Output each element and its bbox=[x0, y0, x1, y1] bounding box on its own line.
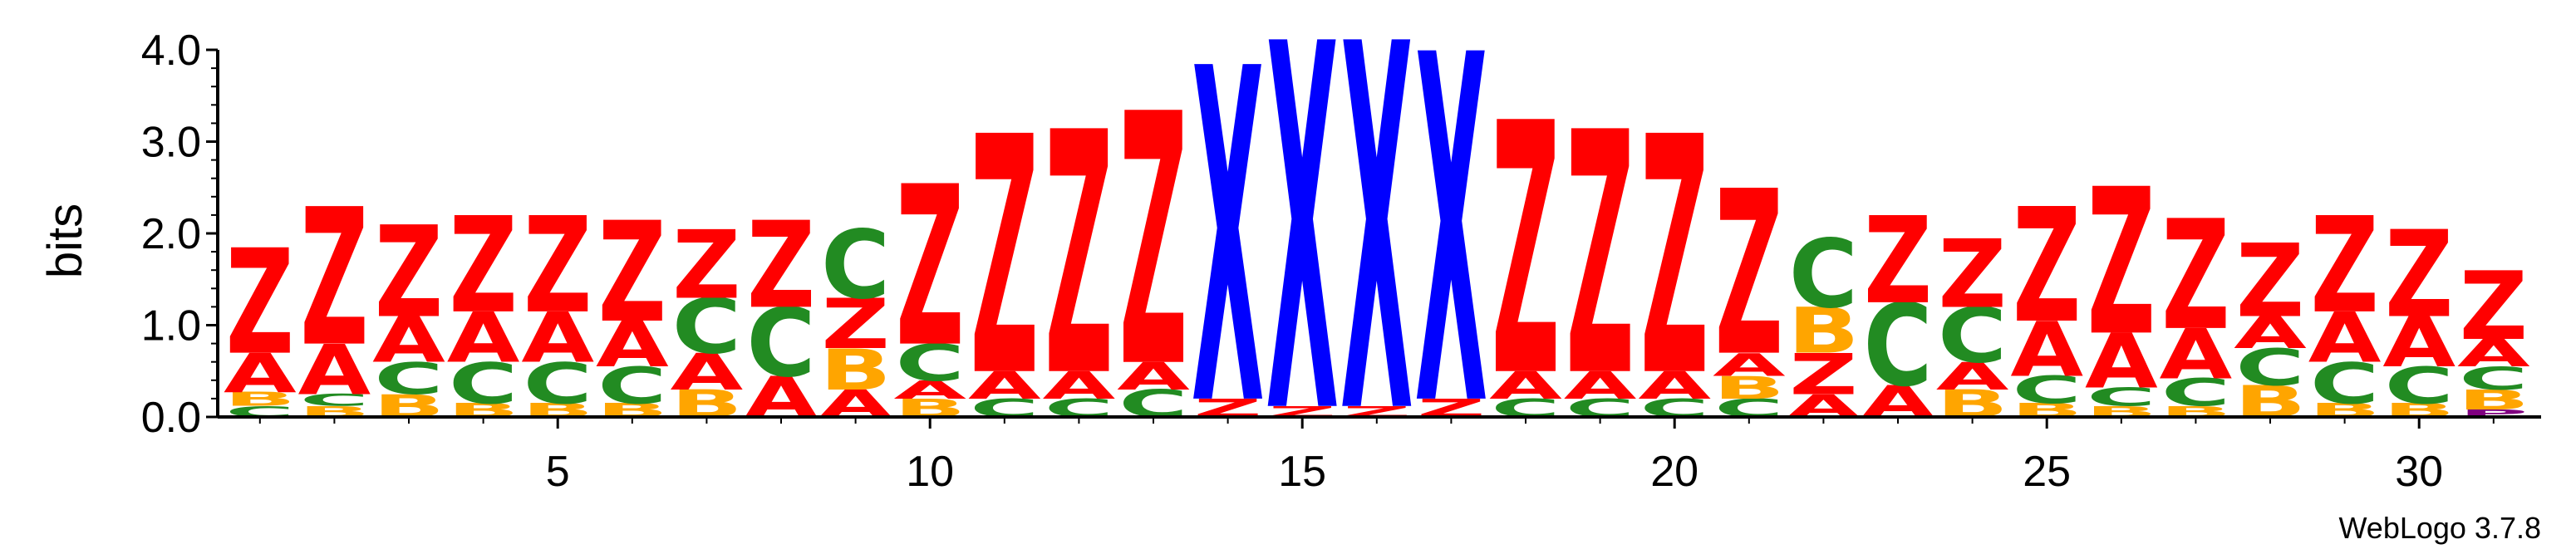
logo-letter: A bbox=[2382, 303, 2456, 383]
logo-letter: C bbox=[2310, 351, 2379, 417]
logo-letter: C bbox=[2385, 357, 2454, 415]
logo-letter: C bbox=[1789, 219, 1858, 329]
x-tick-label: 15 bbox=[1278, 448, 1326, 496]
logo-letter: Z bbox=[2087, 146, 2156, 380]
logo-letter: Z bbox=[375, 199, 443, 346]
logo-letter: Z bbox=[1715, 144, 1783, 407]
logo-letter: A bbox=[2010, 306, 2083, 394]
logo-letter: Z bbox=[524, 189, 592, 343]
logo-letter: B bbox=[1713, 370, 1785, 406]
logo-letter: Z bbox=[450, 189, 518, 343]
logo-letter: Z bbox=[1045, 61, 1113, 450]
x-tick-label: 25 bbox=[2023, 448, 2071, 496]
logo-letter: C bbox=[2459, 360, 2528, 397]
logo-letter: Z bbox=[2013, 174, 2081, 358]
logo-letter: Z bbox=[896, 140, 964, 396]
logo-letter: Z bbox=[1119, 42, 1187, 444]
logo-letter: A bbox=[1117, 355, 1190, 399]
logo-letter: B bbox=[2458, 384, 2529, 416]
logo-letter: Z bbox=[300, 169, 368, 389]
logo-letter: Z bbox=[2161, 188, 2229, 364]
logo-letter: Z bbox=[2236, 223, 2304, 340]
logo-letter: A bbox=[893, 375, 966, 404]
logo-letter: C bbox=[2013, 369, 2082, 413]
logo-letter: Z bbox=[2460, 252, 2528, 361]
logo-letter-stacks: CBAZBCAZBCAZBCAZBCAZBCAZBACZACZABZCBACZC… bbox=[224, 0, 2530, 525]
x-tick-label: 10 bbox=[906, 448, 954, 496]
logo-letter: C bbox=[2235, 339, 2304, 397]
logo-letter: A bbox=[1489, 364, 1562, 408]
logo-letter: C bbox=[746, 288, 815, 398]
logo-letter: Z bbox=[1939, 219, 2007, 329]
logo-letter: B bbox=[224, 389, 296, 410]
logo-letter: Z bbox=[1566, 61, 1635, 450]
logo-letter: C bbox=[300, 391, 369, 410]
logo-letter: Z bbox=[971, 69, 1039, 449]
y-axis: 0.0 1.0 2.0 3.0 4.0 bbox=[141, 27, 219, 442]
logo-letter: Z bbox=[226, 218, 294, 387]
logo-letter: A bbox=[968, 364, 1041, 408]
logo-letter: C bbox=[821, 210, 890, 320]
logo-letter: A bbox=[1043, 364, 1116, 408]
logo-letter: C bbox=[597, 357, 666, 415]
logo-letter: A bbox=[298, 331, 371, 410]
y-tick-label: 4.0 bbox=[141, 27, 201, 75]
logo-letter: A bbox=[224, 342, 297, 405]
logo-letter: Z bbox=[2311, 189, 2379, 343]
logo-letter: A bbox=[1638, 364, 1711, 408]
logo-letter: C bbox=[2161, 371, 2230, 415]
logo-letter: Z bbox=[598, 193, 666, 354]
logo-letter: C bbox=[374, 353, 443, 404]
logo-letter: C bbox=[672, 284, 741, 371]
logo-letter: A bbox=[521, 299, 594, 379]
logo-letter: Z bbox=[747, 196, 815, 336]
logo-letter: Z bbox=[2385, 205, 2453, 345]
footer-credit: WebLogo 3.7.8 bbox=[2338, 511, 2541, 545]
logo-letter: B bbox=[1787, 295, 1859, 368]
logo-letter: Z bbox=[1789, 342, 1857, 408]
logo-letter: C bbox=[896, 334, 965, 392]
x-tick-label: 5 bbox=[546, 448, 570, 496]
y-tick-label: 3.0 bbox=[141, 119, 201, 167]
logo-letter: A bbox=[1564, 364, 1637, 408]
logo-letter: A bbox=[2308, 299, 2382, 379]
logo-letter: A bbox=[372, 304, 445, 377]
logo-letter: A bbox=[2160, 315, 2233, 395]
y-tick-label: 0.0 bbox=[141, 394, 201, 442]
logo-letter: C bbox=[2087, 383, 2156, 412]
logo-letter: X bbox=[1340, 0, 1413, 525]
x-tick-label: 20 bbox=[1650, 448, 1698, 496]
logo-letter: X bbox=[1266, 0, 1339, 525]
logo-letter: Z bbox=[1640, 69, 1708, 449]
logo-letter: C bbox=[1938, 293, 2007, 380]
y-tick-label: 2.0 bbox=[141, 210, 201, 258]
logo-letter: X bbox=[1415, 0, 1487, 512]
x-axis: 5 10 15 20 25 30 bbox=[218, 415, 2541, 496]
logo-letter: Z bbox=[1864, 192, 1932, 331]
y-tick-label: 1.0 bbox=[141, 302, 201, 351]
logo-letter: A bbox=[2234, 307, 2307, 359]
logo-letter: Z bbox=[822, 285, 890, 365]
logo-letter: B bbox=[819, 337, 891, 403]
logo-letter: C bbox=[449, 351, 518, 417]
x-tick-label: 30 bbox=[2395, 448, 2443, 496]
y-axis-label: bits bbox=[38, 203, 92, 278]
logo-letter: A bbox=[2085, 319, 2158, 406]
logo-letter: C bbox=[1863, 280, 1932, 412]
logo-letter: A bbox=[671, 344, 744, 402]
logo-letter: A bbox=[1936, 355, 2009, 399]
logo-letter: Z bbox=[672, 210, 740, 320]
logo-letter: A bbox=[1713, 346, 1786, 383]
logo-letter: A bbox=[447, 299, 520, 379]
logo-letter: A bbox=[596, 308, 669, 381]
logo-letter: Z bbox=[1492, 51, 1560, 453]
logo-letter: A bbox=[2457, 332, 2530, 376]
logo-letter: C bbox=[524, 351, 592, 417]
logo-letter: X bbox=[1192, 0, 1264, 508]
